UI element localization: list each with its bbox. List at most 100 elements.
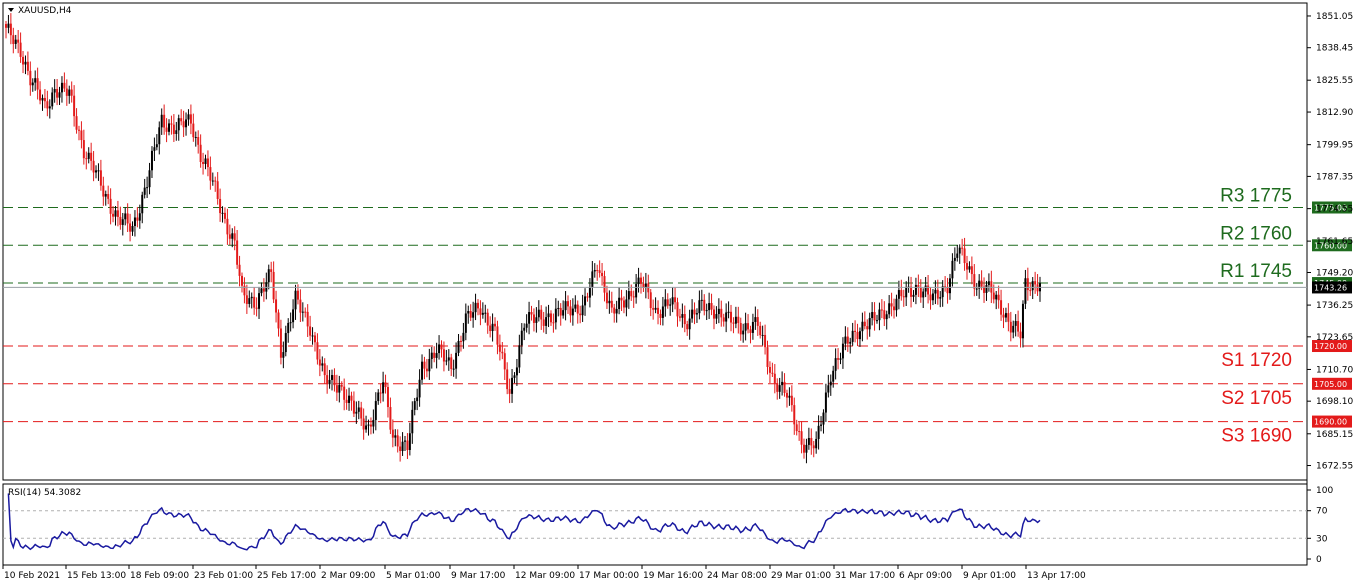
candle-body bbox=[581, 305, 584, 316]
time-tick-label: 23 Feb 01:00 bbox=[194, 571, 253, 581]
candle-body bbox=[236, 240, 239, 265]
candle-body bbox=[856, 332, 859, 340]
candle-body bbox=[211, 180, 214, 182]
candle-body bbox=[379, 392, 382, 394]
level-label: S1 1720 bbox=[1221, 350, 1292, 371]
rsi-tick-label: 100 bbox=[1316, 486, 1333, 496]
candle-body bbox=[131, 226, 134, 232]
candle-body bbox=[430, 352, 433, 359]
candle-body bbox=[489, 325, 492, 332]
candle-body bbox=[277, 312, 280, 329]
candle-body bbox=[221, 212, 224, 214]
candle-body bbox=[837, 358, 840, 360]
candle-body bbox=[75, 116, 78, 130]
candle-body bbox=[491, 323, 494, 332]
candle-body bbox=[513, 375, 516, 378]
candle-body bbox=[834, 358, 837, 371]
level-price-box bbox=[1312, 201, 1352, 214]
candle-body bbox=[296, 290, 299, 300]
candle-body bbox=[883, 310, 886, 320]
candle-body bbox=[192, 123, 195, 138]
candle-body bbox=[754, 317, 757, 322]
candle-body bbox=[744, 323, 747, 331]
candle-body bbox=[333, 375, 336, 386]
candle-body bbox=[681, 314, 684, 318]
candle-body bbox=[666, 299, 669, 306]
candle-body bbox=[720, 308, 723, 318]
candle-body bbox=[817, 425, 820, 439]
candle-body bbox=[966, 263, 969, 270]
candle-body bbox=[508, 389, 511, 394]
candle-body bbox=[82, 140, 85, 159]
candle-body bbox=[56, 88, 59, 98]
candle-body bbox=[396, 435, 399, 447]
candle-body bbox=[253, 296, 256, 308]
candle-body bbox=[425, 368, 428, 372]
candle-body bbox=[138, 213, 141, 221]
candle-body bbox=[515, 367, 518, 376]
candle-body bbox=[547, 313, 550, 318]
candle-body bbox=[970, 266, 973, 275]
candle-body bbox=[386, 387, 389, 408]
time-tick-label: 29 Mar 01:00 bbox=[771, 571, 831, 581]
candle-body bbox=[635, 284, 638, 298]
candle-body bbox=[890, 303, 893, 307]
candle-body bbox=[525, 323, 528, 328]
candle-body bbox=[148, 170, 151, 188]
candle-body bbox=[503, 353, 506, 370]
candle-body bbox=[861, 321, 864, 332]
candle-body bbox=[219, 198, 222, 214]
candle-body bbox=[722, 317, 725, 322]
candle-body bbox=[725, 312, 728, 322]
candle-body bbox=[22, 56, 25, 65]
candle-body bbox=[727, 311, 730, 313]
candle-body bbox=[737, 316, 740, 323]
candle-body bbox=[559, 307, 562, 316]
candle-body bbox=[90, 152, 93, 161]
candle-body bbox=[1000, 300, 1003, 315]
candle-body bbox=[1012, 325, 1015, 333]
level-price-box-label: 1705.00 bbox=[1314, 380, 1347, 389]
candle-body bbox=[961, 247, 964, 249]
candle-body bbox=[170, 123, 173, 125]
candle-body bbox=[846, 336, 849, 344]
candle-body bbox=[927, 285, 930, 295]
candle-body bbox=[250, 296, 253, 299]
candle-body bbox=[428, 358, 431, 372]
candle-body bbox=[304, 311, 307, 313]
candle-body bbox=[102, 185, 105, 197]
candle-body bbox=[43, 97, 46, 102]
level-price-box-label: 1720.00 bbox=[1314, 342, 1347, 351]
candle-body bbox=[902, 296, 905, 298]
candle-body bbox=[691, 309, 694, 319]
candle-body bbox=[418, 379, 421, 398]
candle-body bbox=[893, 306, 896, 311]
rsi-line bbox=[7, 493, 1041, 551]
candle-body bbox=[97, 170, 100, 172]
candle-body bbox=[530, 312, 533, 315]
candle-body bbox=[608, 300, 611, 304]
rsi-indicator bbox=[3, 493, 1307, 551]
candle-body bbox=[793, 405, 796, 425]
collapse-arrow-icon[interactable] bbox=[8, 8, 14, 12]
candle-body bbox=[783, 381, 786, 393]
time-tick-label: 17 Mar 00:00 bbox=[579, 571, 639, 581]
price-tick-label: 1685.15 bbox=[1316, 430, 1353, 440]
candle-body bbox=[238, 264, 241, 276]
candle-body bbox=[194, 137, 197, 139]
price-tick-label: 1787.35 bbox=[1316, 172, 1353, 182]
candle-body bbox=[26, 61, 29, 71]
candle-body bbox=[447, 357, 450, 361]
price-tick-label: 1749.20 bbox=[1316, 268, 1353, 278]
candle-body bbox=[175, 130, 178, 134]
candle-body bbox=[294, 290, 297, 310]
candle-body bbox=[523, 327, 526, 331]
candle-body bbox=[133, 217, 136, 227]
candle-body bbox=[31, 82, 34, 86]
candle-body bbox=[185, 119, 188, 128]
candle-body bbox=[165, 127, 168, 132]
candle-body bbox=[311, 335, 314, 337]
candle-body bbox=[511, 377, 514, 394]
candle-body bbox=[992, 292, 995, 300]
